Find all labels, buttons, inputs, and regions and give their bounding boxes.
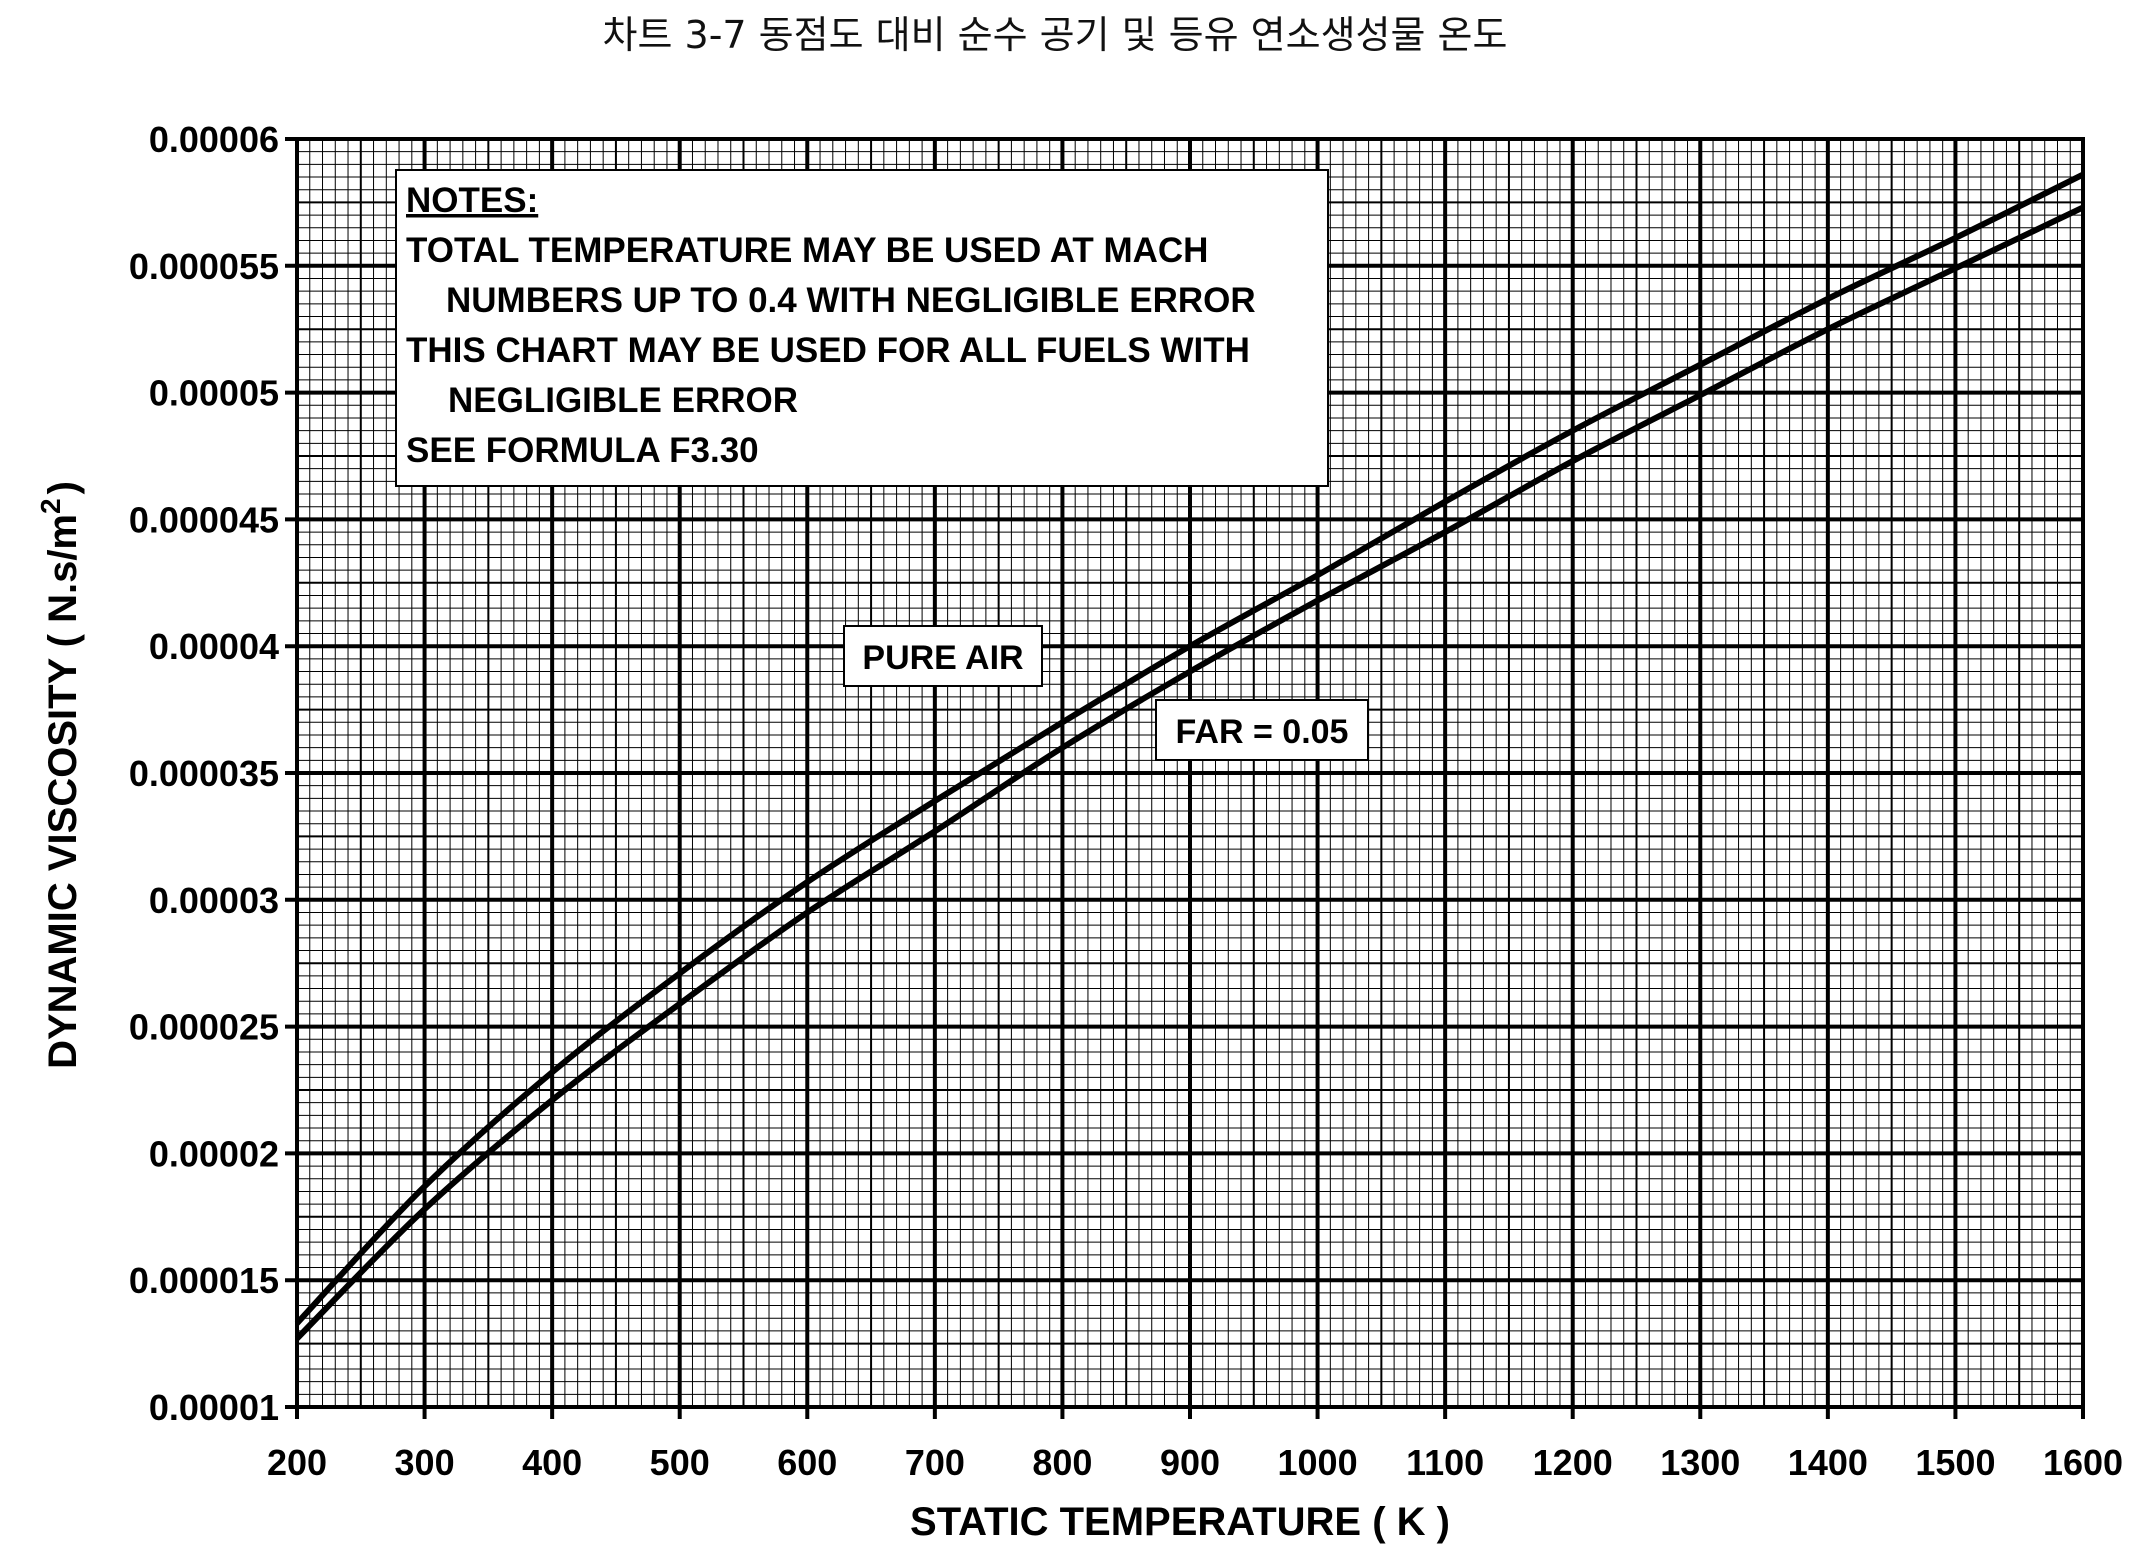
far-label-text: FAR = 0.05 <box>1176 713 1349 751</box>
x-tick-label: 400 <box>522 1442 582 1483</box>
note-line-4: NEGLIGIBLE ERROR <box>448 381 798 420</box>
x-tick-label: 1500 <box>1915 1442 1995 1483</box>
y-tick-label: 0.00006 <box>149 119 279 160</box>
plot-frame <box>295 137 2085 1409</box>
x-axis: 200 300 400 500 600 700 800 900 1000 1100 1200 1300… <box>267 1442 2123 1483</box>
x-tick-label: 300 <box>395 1442 455 1483</box>
y-tick-label: 0.000035 <box>129 753 279 794</box>
series-lines <box>294 171 2085 1341</box>
y-tick-label: 0.000055 <box>129 246 279 287</box>
x-tick-label: 200 <box>267 1442 327 1483</box>
y-axis: 0.00001 0.000015 0.00002 0.000025 0.00003 0.0… <box>129 119 279 1428</box>
y-tick-label: 0.00004 <box>149 626 279 667</box>
far-label: FAR = 0.05 <box>1155 699 1369 761</box>
note-line-1: TOTAL TEMPERATURE MAY BE USED AT MACH <box>406 231 1208 270</box>
x-tick-label: 700 <box>905 1442 965 1483</box>
y-tick-label: 0.000025 <box>129 1007 279 1048</box>
y-tick-label: 0.00002 <box>149 1133 279 1174</box>
notes-heading: NOTES: <box>406 181 538 220</box>
pure-air-label: PURE AIR <box>843 625 1043 687</box>
x-tick-label: 900 <box>1160 1442 1220 1483</box>
x-tick-label: 1400 <box>1788 1442 1868 1483</box>
y-axis-label-sup: 2 <box>35 498 66 514</box>
chart-title: 차트 3-7 동점도 대비 순수 공기 및 등유 연소생성물 온도 <box>603 13 1508 57</box>
y-axis-label-main: DYNAMIC VISCOSITY ( N.s/m <box>41 514 85 1069</box>
x-axis-label: STATIC TEMPERATURE ( K ) <box>910 1500 1450 1544</box>
x-tick-label: 800 <box>1032 1442 1092 1483</box>
note-line-3: THIS CHART MAY BE USED FOR ALL FUELS WIT… <box>406 331 1250 370</box>
series-line-0 <box>294 171 2085 1326</box>
y-tick-label: 0.00003 <box>149 880 279 921</box>
y-tick-label: 0.000045 <box>129 499 279 540</box>
y-axis-label-end: ) <box>41 481 85 494</box>
pure-air-label-text: PURE AIR <box>862 639 1023 677</box>
note-line-5: SEE FORMULA F3.30 <box>406 431 759 470</box>
y-tick-label: 0.00001 <box>149 1387 279 1428</box>
x-tick-label: 1600 <box>2043 1442 2123 1483</box>
note-line-2: NUMBERS UP TO 0.4 WITH NEGLIGIBLE ERROR <box>446 281 1256 320</box>
x-tick-label: 1100 <box>1406 1442 1484 1483</box>
y-tick-label: 0.000015 <box>129 1260 279 1301</box>
series-line-1 <box>294 204 2085 1341</box>
far-label-frame <box>1155 699 1369 761</box>
x-tick-label: 600 <box>777 1442 837 1483</box>
x-tick-label: 1300 <box>1660 1442 1740 1483</box>
pure-air-label-frame <box>843 625 1043 687</box>
y-axis-label: DYNAMIC VISCOSITY ( N.s/m2) <box>35 481 85 1069</box>
notes-box: NOTES: TOTAL TEMPERATURE MAY BE USED AT … <box>395 169 1329 487</box>
y-tick-label: 0.00005 <box>149 373 279 414</box>
x-tick-label: 1200 <box>1533 1442 1613 1483</box>
x-tick-label: 500 <box>650 1442 710 1483</box>
x-tick-label: 1000 <box>1278 1442 1358 1483</box>
notes-box-frame <box>395 169 1329 487</box>
